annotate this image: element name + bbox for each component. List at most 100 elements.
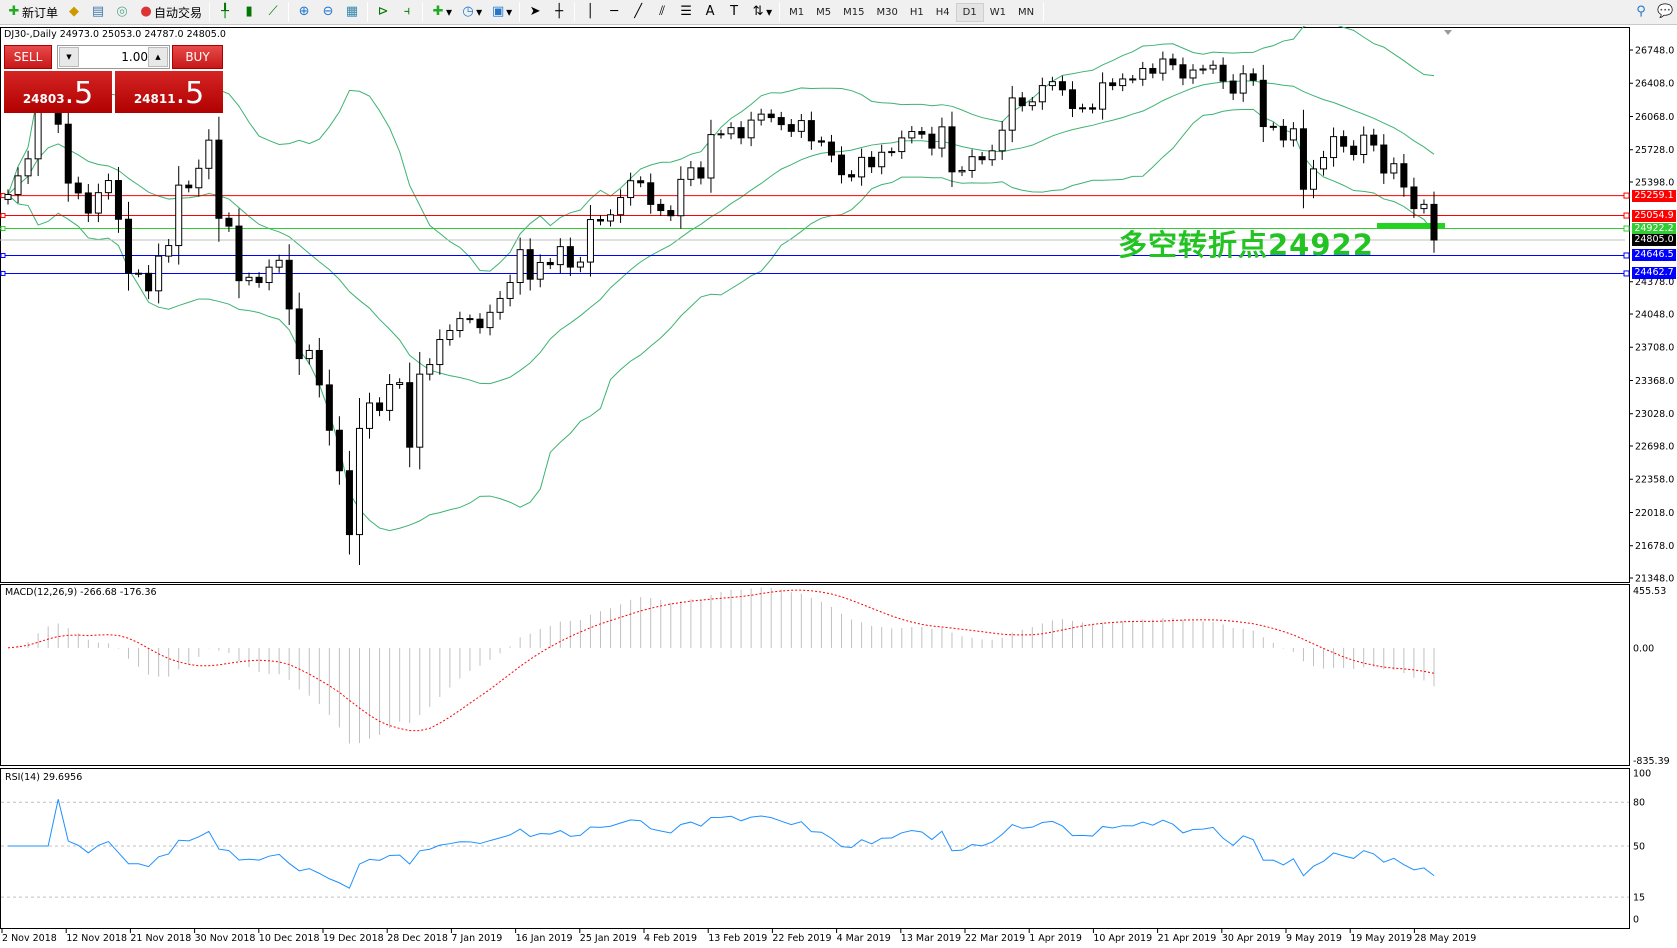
- bollinger-middle: [7, 80, 1435, 385]
- level-handle[interactable]: [0, 270, 6, 276]
- price-level-label: 24922.2: [1632, 222, 1676, 235]
- timeframe-h1[interactable]: H1: [909, 6, 924, 18]
- timeframe-d1[interactable]: D1: [955, 2, 984, 22]
- timeframe-m15[interactable]: M15: [843, 6, 865, 18]
- pivot-annotation[interactable]: 多空转折点24922: [1118, 228, 1374, 262]
- candle: [305, 349, 313, 360]
- macd-pane[interactable]: [0, 584, 1630, 766]
- crosshair-button[interactable]: ┼: [547, 2, 571, 23]
- indicators-button[interactable]: ✚ ▾: [426, 2, 456, 23]
- lot-decrease-button[interactable]: ▼: [59, 47, 79, 67]
- vertical-line-button[interactable]: │: [578, 2, 602, 23]
- chart-window[interactable]: 26748.0 26408.0 26068.0 25728.0 25398.0 24378…: [0, 26, 1677, 948]
- price-tick-label: 22698.0: [1635, 442, 1674, 453]
- lot-stepper[interactable]: ▼ ▲: [57, 45, 170, 69]
- search-button[interactable]: ⚲: [1629, 2, 1653, 23]
- separator: [422, 2, 424, 22]
- candle: [124, 218, 133, 274]
- chart-shift-button[interactable]: ⫞: [395, 2, 419, 23]
- candle: [526, 249, 534, 280]
- date-label: 22 Mar 2019: [965, 933, 1025, 944]
- pivot-marker[interactable]: [1377, 223, 1445, 229]
- timeframe-h4[interactable]: H4: [935, 6, 950, 18]
- arrows-button[interactable]: ⇅ ▾: [746, 2, 776, 23]
- timeframe-m30[interactable]: M30: [876, 6, 898, 18]
- timeframe-w1[interactable]: W1: [989, 6, 1006, 18]
- sell-price[interactable]: 24803.5: [4, 71, 112, 113]
- price-tick-label: 25398.0: [1635, 178, 1674, 189]
- rsi-pane[interactable]: [0, 768, 1630, 929]
- lot-input[interactable]: [80, 48, 148, 66]
- candle: [506, 282, 514, 299]
- level-handle[interactable]: [1623, 252, 1630, 259]
- candle: [195, 167, 203, 189]
- sell-button[interactable]: SELL: [4, 45, 52, 69]
- level-handle[interactable]: [0, 252, 6, 258]
- line-chart-button[interactable]: ⟋: [261, 2, 285, 23]
- chart-canvas[interactable]: 26748.0 26408.0 26068.0 25728.0 25398.0 24378…: [0, 26, 1677, 948]
- main-pane[interactable]: [0, 27, 1630, 583]
- candle: [376, 402, 384, 411]
- auto-trading-icon: ●: [140, 4, 152, 19]
- text-label-button[interactable]: T: [722, 2, 746, 23]
- buy-button[interactable]: BUY: [172, 45, 223, 69]
- candle: [1279, 125, 1287, 141]
- fibonacci-fan-icon: ⫽: [659, 4, 666, 19]
- lot-increase-button[interactable]: ▲: [148, 47, 168, 67]
- zoom-out-button[interactable]: ⊖: [316, 2, 340, 23]
- fibonacci-button[interactable]: ☰: [674, 2, 698, 23]
- candle: [918, 131, 926, 135]
- candle: [476, 318, 484, 329]
- text-button[interactable]: A: [698, 2, 722, 23]
- search-icon: ⚲: [1636, 4, 1646, 19]
- candle: [1350, 145, 1358, 156]
- auto-trading-button[interactable]: ● 自动交易: [134, 2, 206, 23]
- price-tick-label: 21678.0: [1635, 541, 1674, 552]
- new-order-button[interactable]: ✚ 新订单: [2, 2, 62, 23]
- candle: [647, 182, 655, 205]
- candle: [797, 120, 805, 132]
- zoom-in-button[interactable]: ⊕: [292, 2, 316, 23]
- candle: [687, 167, 695, 180]
- timeframe-mn[interactable]: MN: [1017, 6, 1035, 18]
- level-handle[interactable]: [1623, 192, 1630, 199]
- timeframe-m5[interactable]: M5: [816, 6, 832, 18]
- one-click-trading-panel: SELL ▼ ▲ BUY 24803.5 24811.5: [4, 45, 223, 113]
- chat-button[interactable]: 💬: [1653, 2, 1677, 23]
- candle: [1149, 67, 1157, 74]
- level-handle[interactable]: [1623, 225, 1630, 232]
- cursor-button[interactable]: ➤: [523, 2, 547, 23]
- price-tick-label: 26408.0: [1635, 79, 1674, 90]
- metaeditor-button[interactable]: ◆: [62, 2, 86, 23]
- signals-button[interactable]: ◎: [110, 2, 134, 23]
- level-handle[interactable]: [1623, 212, 1630, 219]
- candle: [1370, 134, 1378, 146]
- trendline-button[interactable]: ╱: [626, 2, 650, 23]
- timeframe-m1[interactable]: M1: [789, 6, 805, 18]
- horizontal-line-button[interactable]: ─: [602, 2, 626, 23]
- fibonacci-fan-button[interactable]: ⫽: [650, 2, 674, 23]
- level-handle[interactable]: [0, 226, 6, 232]
- level-handle[interactable]: [0, 193, 6, 199]
- candle: [74, 182, 82, 194]
- market-watch-button[interactable]: ▤: [86, 2, 110, 23]
- bar-chart-button[interactable]: ╀: [213, 2, 237, 23]
- text-icon: A: [705, 4, 715, 19]
- candlestick-button[interactable]: ▮: [237, 2, 261, 23]
- autoscroll-button[interactable]: ⊳: [371, 2, 395, 23]
- candle: [1330, 136, 1338, 159]
- tile-windows-button[interactable]: ▦: [340, 2, 364, 23]
- bollinger-lower: [7, 108, 1435, 532]
- templates-button[interactable]: ▣ ▾: [491, 4, 513, 19]
- chart-shift-marker-icon[interactable]: [1444, 30, 1452, 35]
- date-label: 9 May 2019: [1286, 933, 1342, 944]
- date-label: 13 Feb 2019: [708, 933, 767, 944]
- level-handle[interactable]: [0, 213, 6, 219]
- candle: [1089, 107, 1097, 110]
- buy-price[interactable]: 24811.5: [115, 71, 223, 113]
- candle: [4, 194, 12, 200]
- periods-button[interactable]: ◷ ▾: [456, 2, 486, 23]
- crosshair-icon: ┼: [555, 4, 564, 19]
- level-handle[interactable]: [1623, 270, 1630, 277]
- candle: [335, 429, 343, 472]
